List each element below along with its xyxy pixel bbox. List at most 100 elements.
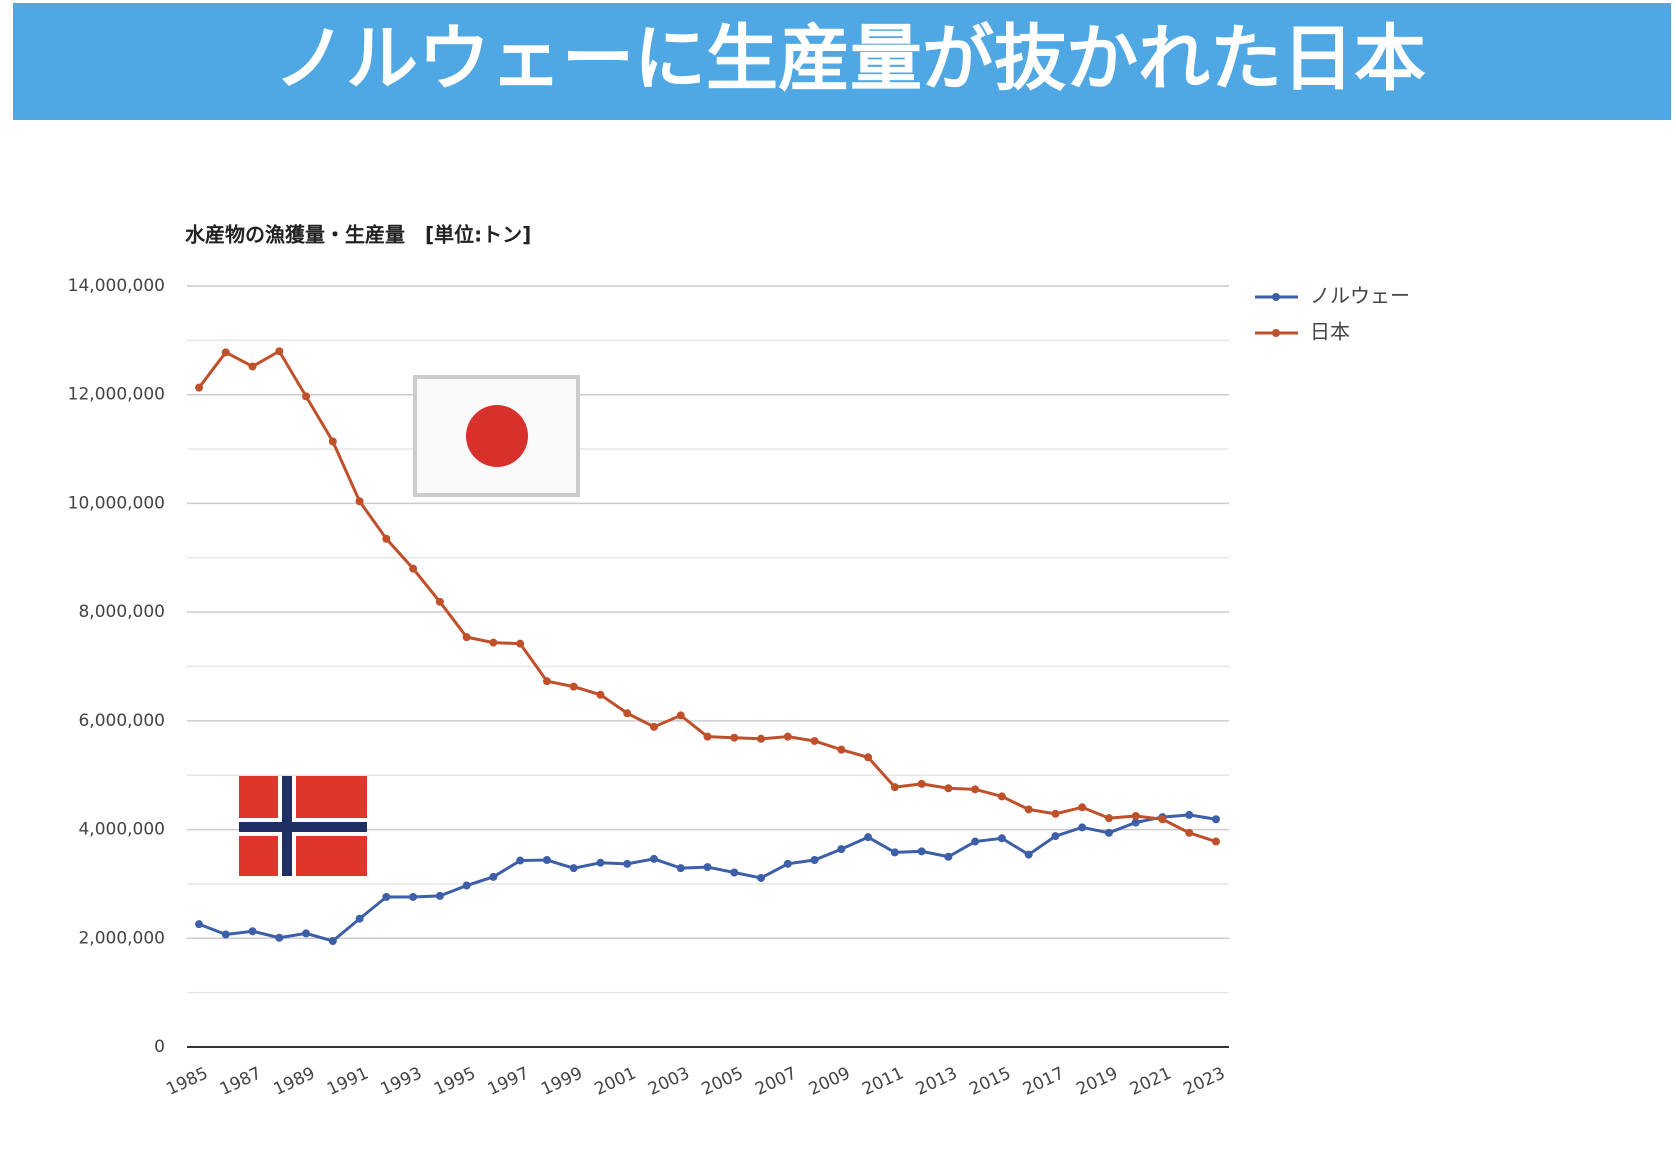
- data-point: [221, 348, 230, 357]
- data-point: [1104, 828, 1113, 837]
- y-tick-label: 10,000,000: [68, 493, 165, 513]
- data-point: [757, 734, 766, 743]
- x-tick-label: 1999: [538, 1063, 586, 1099]
- data-point: [730, 868, 739, 877]
- chart-title: 水産物の漁獲量・生産量 [単位:トン]: [185, 223, 531, 247]
- data-point: [1024, 850, 1033, 859]
- x-tick-label: 2003: [645, 1063, 693, 1099]
- flag-cross: [239, 822, 367, 832]
- y-tick-label: 12,000,000: [68, 385, 165, 405]
- data-point: [302, 929, 311, 938]
- data-point: [382, 534, 391, 543]
- x-tick-label: 2021: [1127, 1063, 1175, 1099]
- x-tick-label: 2001: [592, 1063, 640, 1099]
- x-tick-label: 1991: [324, 1063, 372, 1099]
- data-point: [542, 677, 551, 686]
- data-point: [864, 833, 873, 842]
- data-point: [703, 732, 712, 741]
- x-tick-label: 2005: [699, 1063, 747, 1099]
- y-tick-label: 6,000,000: [78, 711, 165, 731]
- slide-title: ノルウェーに生産量が抜かれた日本: [274, 17, 1426, 101]
- data-point: [757, 873, 766, 882]
- title-banner: [13, 3, 1671, 120]
- x-tick-label: 2013: [913, 1063, 961, 1099]
- y-tick-label: 14,000,000: [68, 276, 165, 296]
- data-point: [890, 783, 899, 792]
- y-tick-label: 4,000,000: [78, 820, 165, 840]
- data-point: [971, 837, 980, 846]
- data-point: [195, 920, 203, 929]
- data-point: [944, 784, 953, 793]
- data-point: [703, 863, 712, 872]
- data-point: [409, 564, 418, 573]
- data-point: [302, 392, 311, 401]
- data-point: [810, 856, 819, 865]
- y-tick-label: 2,000,000: [78, 928, 165, 948]
- data-point: [1104, 814, 1113, 823]
- x-tick-label: 2015: [966, 1063, 1014, 1099]
- data-point: [1212, 815, 1220, 824]
- legend-swatch-dot: [1272, 329, 1280, 337]
- data-point: [542, 856, 551, 865]
- series-line: [197, 349, 1217, 843]
- x-tick-label: 1989: [271, 1063, 319, 1099]
- data-point: [516, 639, 525, 648]
- data-point: [917, 779, 926, 788]
- x-tick-label: 1987: [217, 1063, 265, 1099]
- data-point: [1078, 803, 1087, 812]
- data-point: [1024, 805, 1033, 814]
- legend-label: ノルウェー: [1310, 284, 1410, 308]
- data-point: [623, 859, 632, 868]
- data-point: [355, 914, 364, 923]
- japan-flag: [413, 375, 580, 497]
- data-point: [1131, 811, 1140, 820]
- data-point: [730, 733, 739, 742]
- legend-swatch-dot: [1272, 293, 1280, 301]
- data-point: [1212, 837, 1220, 846]
- x-tick-label: 1993: [378, 1063, 426, 1099]
- data-point: [409, 892, 418, 901]
- x-tick-label: 2019: [1073, 1063, 1121, 1099]
- data-point: [569, 682, 578, 691]
- x-tick-label: 2009: [806, 1063, 854, 1099]
- data-point: [783, 732, 792, 741]
- y-tick-label: 0: [154, 1037, 165, 1057]
- data-point: [1131, 818, 1140, 827]
- data-point: [516, 856, 525, 865]
- data-point: [1158, 815, 1167, 824]
- data-point: [596, 690, 605, 699]
- data-point: [917, 847, 926, 856]
- x-tick-label: 2017: [1020, 1063, 1068, 1099]
- norway-flag: [239, 776, 367, 876]
- data-point: [1051, 809, 1060, 818]
- data-point: [195, 383, 203, 392]
- data-point: [248, 362, 257, 371]
- data-point: [676, 864, 685, 873]
- data-point: [676, 711, 685, 720]
- data-point: [1078, 823, 1087, 832]
- data-point: [489, 638, 498, 647]
- data-point: [1185, 810, 1194, 819]
- plot: 0 2,000,000 4,000,000 6,000,000 8,000,000 10,…: [68, 276, 1410, 1100]
- data-point: [1185, 828, 1194, 837]
- data-point: [837, 845, 846, 854]
- data-point: [355, 497, 364, 506]
- data-point: [489, 872, 498, 881]
- data-point: [328, 937, 337, 946]
- data-point: [997, 834, 1006, 843]
- x-tick-label: 2023: [1180, 1063, 1228, 1099]
- x-tick-label: 2011: [859, 1063, 907, 1099]
- data-point: [890, 848, 899, 857]
- data-point: [248, 927, 257, 936]
- data-point: [462, 881, 471, 890]
- legend-label: 日本: [1310, 320, 1350, 344]
- flag-cross: [282, 776, 292, 876]
- flag-disc: [466, 405, 528, 467]
- data-point: [382, 892, 391, 901]
- data-point: [971, 785, 980, 794]
- data-point: [944, 852, 953, 861]
- data-point: [435, 597, 444, 606]
- data-point: [275, 347, 284, 356]
- data-point: [837, 745, 846, 754]
